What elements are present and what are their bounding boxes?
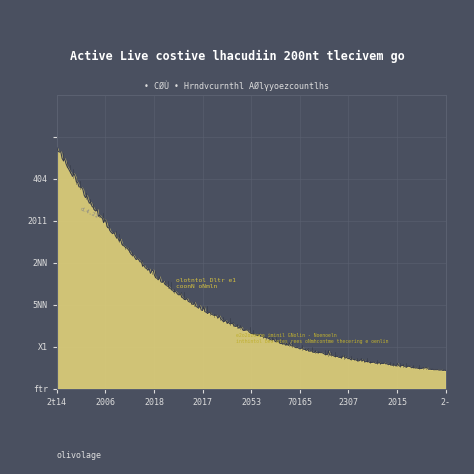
Text: olotntol Dltr e1
coonN oNmln: olotntol Dltr e1 coonN oNmln [176, 278, 237, 289]
Text: d.4.21: d.4.21 [79, 206, 99, 219]
Text: • CØÙ • Hrndvcurnthl AØlγyoezcountlhs: • CØÙ • Hrndvcurnthl AØlγyoezcountlhs [145, 80, 329, 91]
Text: Active Live costive lhacudiin 200nt tlecivem go: Active Live costive lhacudiin 200nt tlec… [70, 50, 404, 64]
Text: e2o2ozoone iminil GNolin - Noenoeln
inthintol beo etes rees oNmhcontme thecering: e2o2ozoone iminil GNolin - Noenoeln inth… [236, 333, 389, 344]
Text: olivolage: olivolage [57, 451, 102, 459]
